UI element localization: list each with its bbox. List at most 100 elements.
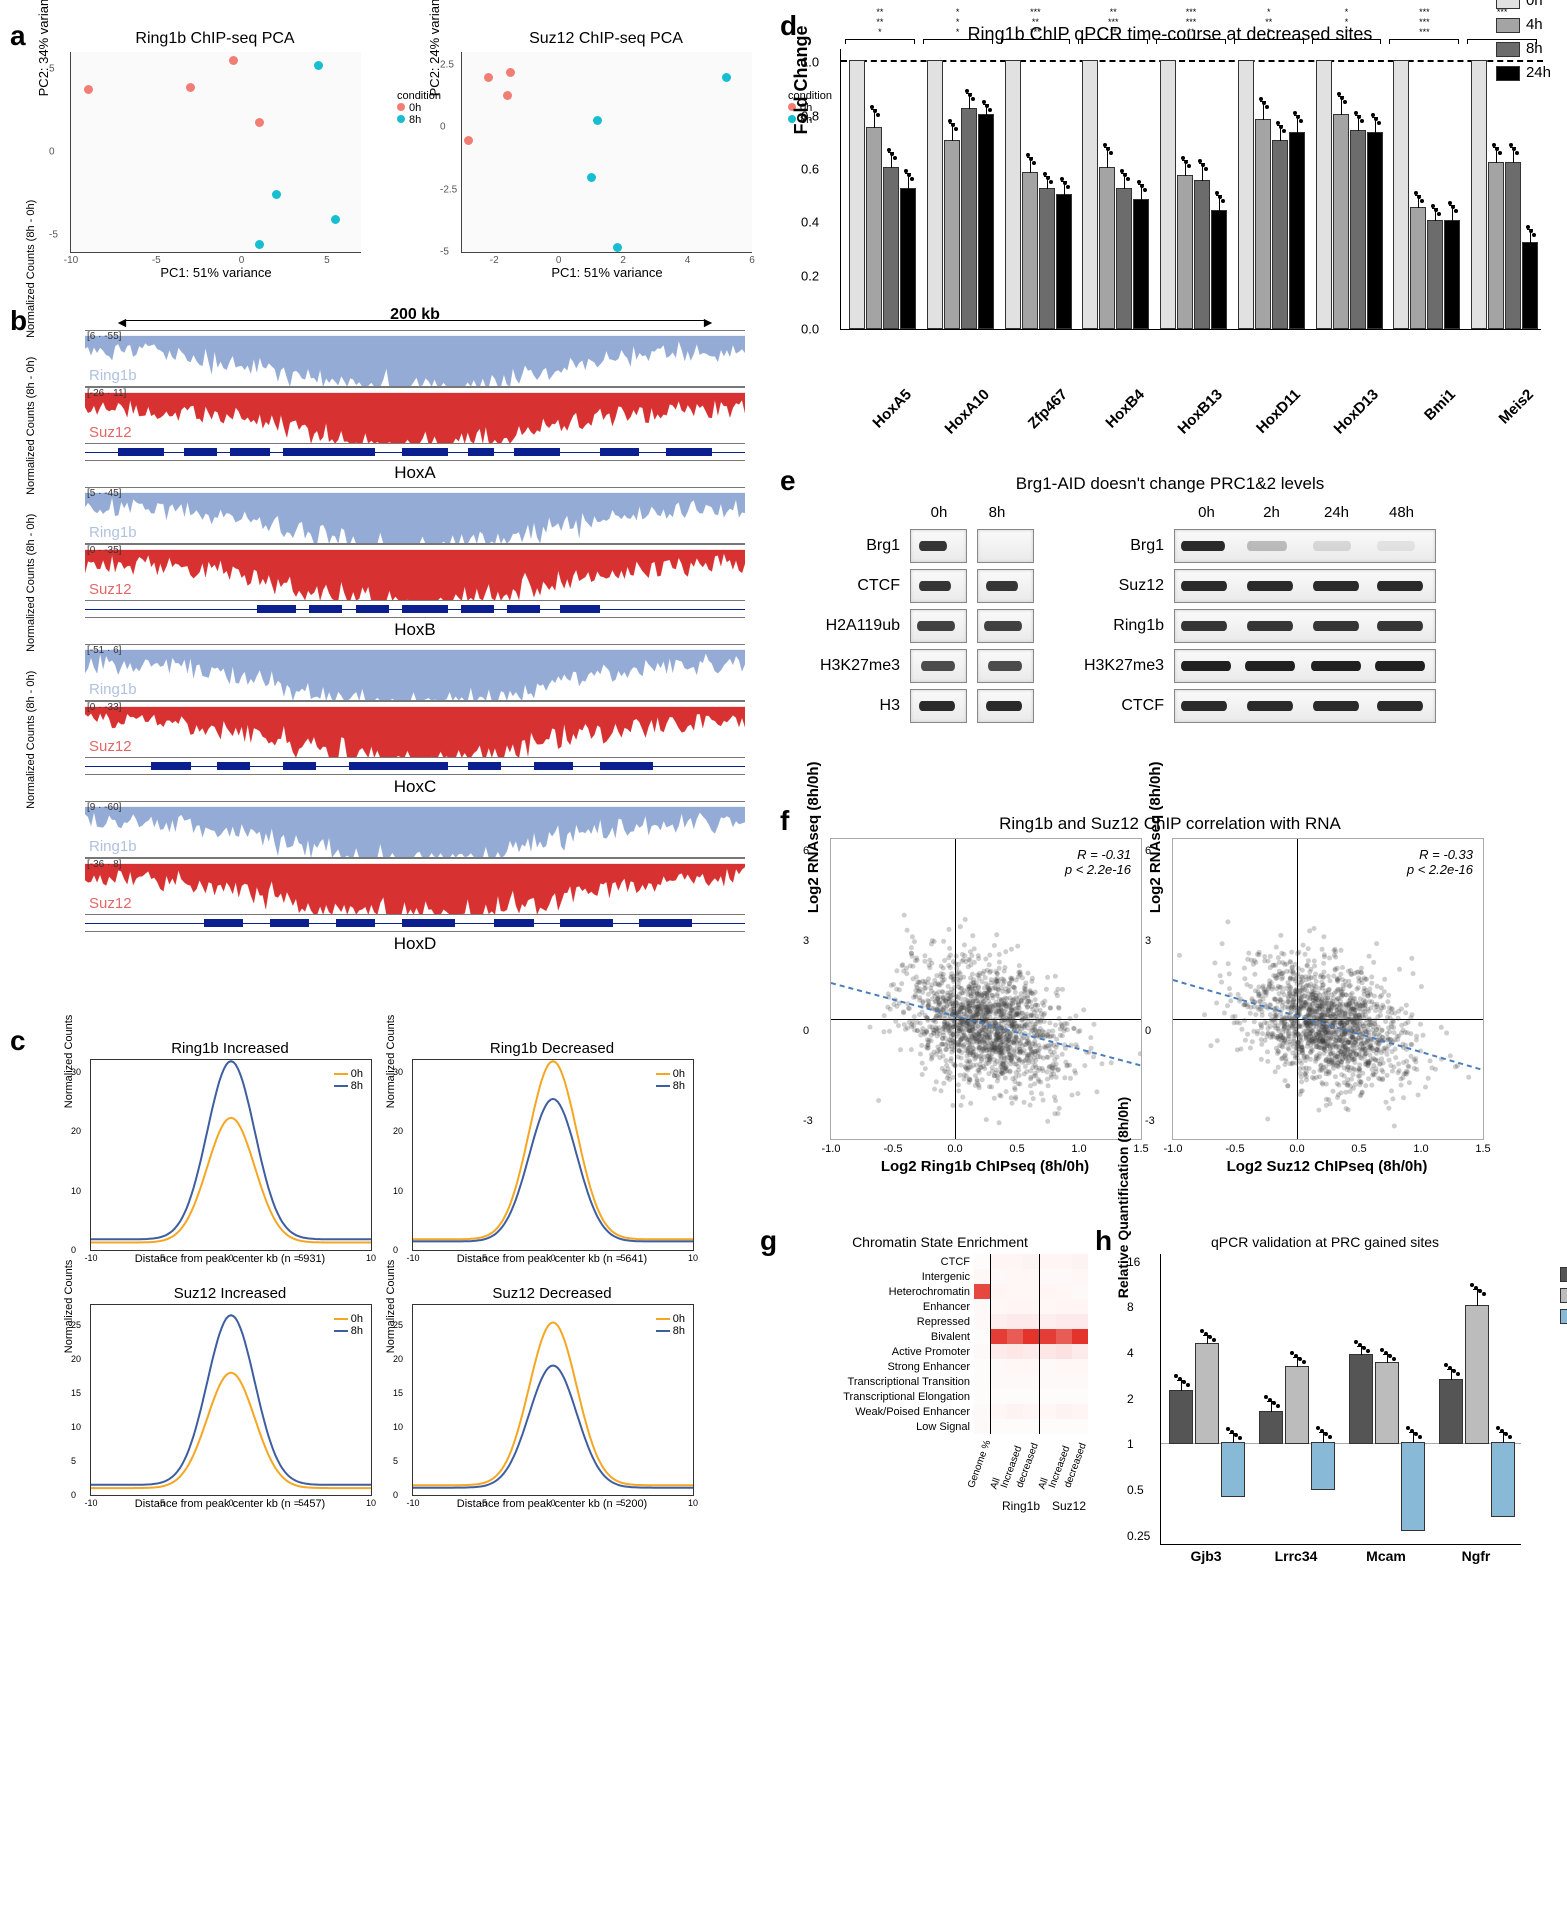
heatmap-cell: [1023, 1269, 1039, 1284]
blot-row: Ring1b: [1074, 609, 1436, 643]
track-ylabel: Normalized Counts (8h - 0h): [25, 670, 37, 808]
blot-lane: [977, 649, 1034, 683]
panel-label-c: c: [10, 1025, 26, 1057]
track-ylabel: Normalized Counts (8h - 0h): [25, 356, 37, 494]
genome-track: Ring1b [-51 · 6]: [85, 644, 745, 701]
genome-track: Suz12[-36 · 8]: [85, 858, 745, 915]
metaplot: -10-505100510152025Normalized Counts0h8h: [412, 1304, 694, 1496]
heatmap-row-label: CTCF: [820, 1256, 974, 1268]
metaplot-container: Ring1b Increased -10-505100102030Normali…: [20, 1040, 780, 1510]
correlation-plot: -1.0-0.50.00.51.01.5-3036Log2 RNAseq (8h…: [1172, 838, 1484, 1140]
track-locus: Normalized Counts (8h - 0h)Ring1b[6 · -5…: [85, 330, 745, 483]
blot-label: H3K27me3: [1074, 657, 1164, 675]
track-ylabel: Normalized Counts (8h - 0h): [25, 513, 37, 651]
h-bar: [1221, 1442, 1245, 1497]
corr-row: -1.0-0.50.00.51.01.5-3036Log2 RNAseq (8h…: [830, 838, 1550, 1175]
panel-a: a Ring1b ChIP-seq PCA-10-505-505PC2: 34%…: [20, 20, 780, 290]
scale-bar: ◄ 200 kb ►: [85, 310, 745, 330]
bar: [1056, 194, 1072, 329]
bar: [883, 167, 899, 329]
heatmap-cell: [974, 1344, 990, 1359]
heatmap-cell: [1072, 1299, 1088, 1314]
corr-ylabel: Log2 RNAseq (8h/0h): [805, 761, 822, 913]
pca-point: [186, 83, 195, 92]
pca-point: [272, 190, 281, 199]
bar: [961, 108, 977, 329]
heatmap-cell: [974, 1389, 990, 1404]
heatmap-cell: [1072, 1374, 1088, 1389]
locus-name: HoxA: [85, 463, 745, 483]
bar: [1505, 162, 1521, 329]
panel-label-e: e: [780, 465, 796, 497]
bar: [1022, 172, 1038, 329]
heatmap-row: Low Signal: [820, 1419, 1100, 1434]
x-axis-label: PC1: 51% variance: [462, 265, 752, 280]
heatmap-cell: [1039, 1314, 1056, 1329]
panel-e: e Brg1-AID doesn't change PRC1&2 levels …: [790, 470, 1550, 790]
pca-point: [255, 118, 264, 127]
heatmap-cell: [1072, 1404, 1088, 1419]
track-label: Suz12: [89, 424, 132, 441]
bar: [866, 127, 882, 329]
heatmap-cell: [990, 1299, 1007, 1314]
track-range: [5 · -45]: [87, 488, 121, 499]
bar-group: [1005, 60, 1072, 329]
bar-group: [1393, 60, 1460, 329]
bar: [1039, 188, 1055, 329]
pca-row: Ring1b ChIP-seq PCA-10-505-505PC2: 34% v…: [70, 30, 780, 253]
blot-lane: [910, 649, 967, 683]
heatmap-row: Bivalent: [820, 1329, 1100, 1344]
blot-row: H3K27me3: [1074, 649, 1436, 683]
track-label: Ring1b: [89, 367, 137, 384]
track-range: [-51 · 6]: [87, 645, 121, 656]
metaplot-title: Ring1b Increased: [90, 1040, 370, 1057]
panel-h-title: qPCR validation at PRC gained sites: [1100, 1234, 1550, 1250]
panel-h: h qPCR validation at PRC gained sites Re…: [1100, 1230, 1550, 1545]
track-label: Ring1b: [89, 838, 137, 855]
heatmap-cell: [990, 1404, 1007, 1419]
panel-e-title: Brg1-AID doesn't change PRC1&2 levels: [790, 474, 1550, 494]
metaplot-ylabel: Normalized Counts: [63, 1015, 75, 1109]
genome-track: Ring1b[5 · -45]: [85, 487, 745, 544]
heatmap-cell: [1072, 1314, 1088, 1329]
track-label: Ring1b: [89, 681, 137, 698]
significance-marker: ***: [1312, 7, 1382, 44]
metaplot-legend: 0h8h: [656, 1313, 685, 1337]
heatmap-cell: [1023, 1254, 1039, 1269]
metaplot: -10-505100102030Normalized Counts0h8h: [90, 1059, 372, 1251]
heatmap-row-label: Transcriptional Transition: [820, 1376, 974, 1388]
blot-header: 0h8h: [910, 504, 1026, 521]
panel-f-title: Ring1b and Suz12 ChIP correlation with R…: [790, 814, 1550, 834]
heatmap-row-label: Low Signal: [820, 1421, 974, 1433]
heatmap-cell: [990, 1374, 1007, 1389]
heatmap-cell: [990, 1284, 1007, 1299]
bar: [944, 140, 960, 329]
bar: [1316, 60, 1332, 329]
locus-name: HoxB: [85, 620, 745, 640]
blot-row: 0h8hBrg1CTCFH2A119ubH3K27me3H30h2h24h48h…: [810, 504, 1550, 723]
metaplot-ylabel: Normalized Counts: [385, 1015, 397, 1109]
bar: [1082, 60, 1098, 329]
h-x-label: Mcam: [1366, 1548, 1406, 1564]
track-locus: Normalized Counts (8h - 0h)Ring1b[9 · -6…: [85, 801, 745, 954]
bar-group: [849, 60, 916, 329]
bar: [900, 188, 916, 329]
heatmap-cell: [1023, 1284, 1039, 1299]
heatmap-cell: [1023, 1359, 1039, 1374]
blot-row: H2A119ub: [810, 609, 1034, 643]
h-bar: [1491, 1442, 1515, 1517]
heatmap-cell: [990, 1329, 1007, 1344]
correlation-plot: -1.0-0.50.00.51.01.5-3036Log2 RNAseq (8h…: [830, 838, 1142, 1140]
tracks-container: Normalized Counts (8h - 0h) Ring1b[6 · -5…: [20, 330, 780, 954]
metaplot: -10-505100102030Normalized Counts0h8h: [412, 1059, 694, 1251]
h-bar: [1465, 1305, 1489, 1444]
heatmap-cell: [1039, 1359, 1056, 1374]
heatmap-cell: [1039, 1299, 1056, 1314]
significance-marker: *****: [845, 7, 915, 44]
genome-track: Ring1b[6 · -55]: [85, 330, 745, 387]
blot-lane: [910, 609, 967, 643]
heatmap-cell: [1056, 1269, 1072, 1284]
bar-group: [927, 60, 994, 329]
blot-label: Brg1: [1074, 537, 1164, 555]
metaplot-ylabel: Normalized Counts: [63, 1260, 75, 1354]
